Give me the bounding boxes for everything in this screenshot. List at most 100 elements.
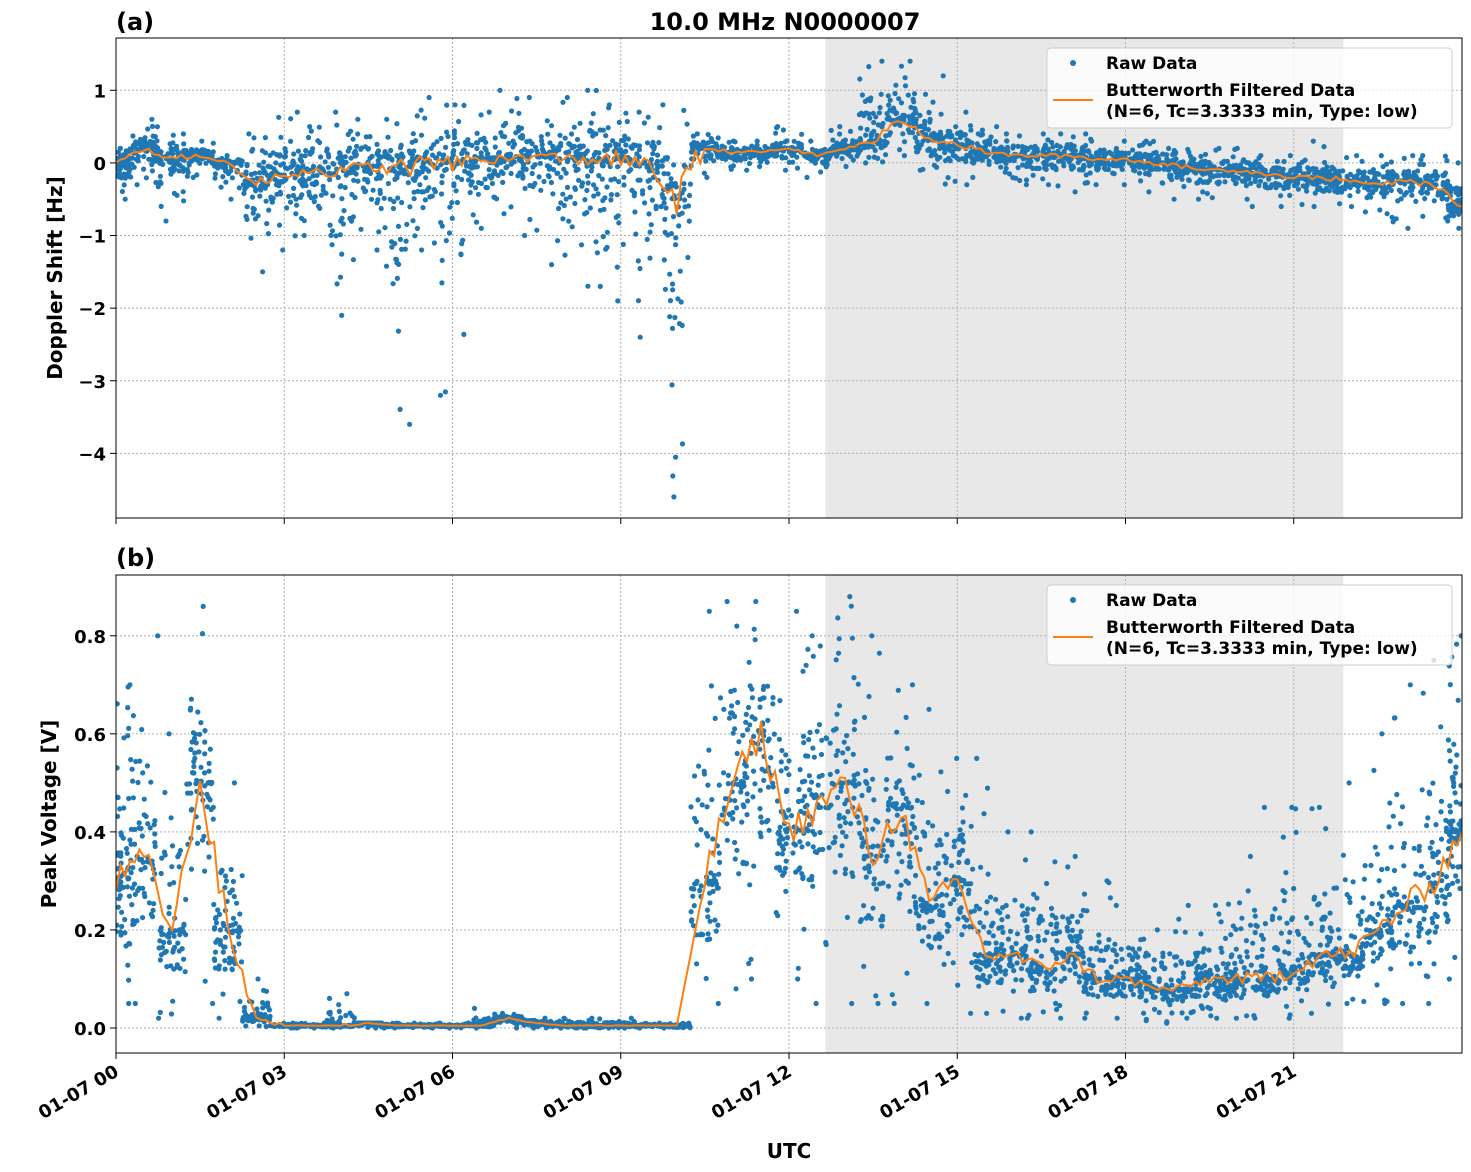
raw-data-point <box>329 242 335 248</box>
raw-data-point <box>308 195 314 201</box>
raw-data-point <box>231 893 237 900</box>
raw-data-point <box>584 148 591 154</box>
raw-data-point <box>232 920 239 927</box>
raw-data-point <box>572 185 578 191</box>
raw-data-point <box>1377 207 1383 213</box>
raw-data-point <box>157 173 163 179</box>
raw-data-point <box>525 148 531 155</box>
raw-data-point <box>320 187 326 193</box>
raw-data-point <box>116 174 122 180</box>
raw-data-point <box>140 885 146 891</box>
raw-data-point <box>653 203 659 209</box>
raw-data-point <box>288 116 294 122</box>
raw-data-point <box>199 631 206 637</box>
raw-data-point <box>415 188 421 194</box>
raw-data-point <box>1030 172 1036 178</box>
raw-data-point <box>584 187 590 193</box>
raw-data-point <box>258 183 264 189</box>
raw-data-point <box>661 257 667 263</box>
raw-data-point <box>582 197 588 203</box>
raw-data-point <box>254 1006 260 1012</box>
raw-data-point <box>243 1011 249 1018</box>
raw-data-point <box>623 110 629 116</box>
raw-data-point <box>603 142 609 148</box>
raw-data-point <box>629 187 635 193</box>
raw-data-point <box>221 923 227 929</box>
raw-data-point <box>440 153 446 159</box>
raw-data-point <box>839 155 845 162</box>
raw-data-point <box>143 175 149 181</box>
raw-data-point <box>1171 196 1177 202</box>
raw-data-point <box>1002 169 1008 175</box>
raw-data-point <box>156 148 162 154</box>
raw-data-point <box>604 229 611 235</box>
chart-title: 10.0 MHz N0000007 <box>650 8 921 36</box>
raw-data-point <box>1164 152 1170 158</box>
raw-data-point <box>258 1011 264 1017</box>
raw-data-point <box>672 180 678 187</box>
raw-data-point <box>202 728 208 734</box>
raw-data-point <box>561 166 567 172</box>
raw-data-point <box>676 321 683 327</box>
raw-data-point <box>168 963 174 969</box>
raw-data-point <box>175 161 182 167</box>
raw-data-point <box>189 739 195 745</box>
raw-data-point <box>180 168 186 174</box>
raw-data-point <box>573 167 579 174</box>
raw-data-point <box>556 147 562 153</box>
raw-data-point <box>342 184 348 191</box>
raw-data-point <box>969 140 975 146</box>
raw-data-point <box>1310 179 1316 185</box>
raw-data-point <box>119 188 125 195</box>
raw-data-point <box>905 127 912 133</box>
raw-data-point <box>128 870 134 876</box>
raw-data-point <box>137 758 143 764</box>
raw-data-point <box>791 138 797 144</box>
raw-data-point <box>121 182 127 188</box>
raw-data-point <box>322 159 328 165</box>
raw-data-point <box>931 162 938 168</box>
raw-data-point <box>1061 149 1067 155</box>
raw-data-point <box>485 1023 491 1030</box>
raw-data-point <box>671 162 677 168</box>
raw-data-point <box>218 184 224 190</box>
raw-data-point <box>458 252 464 258</box>
raw-data-point <box>563 196 569 202</box>
raw-data-point <box>355 131 361 137</box>
raw-data-point <box>663 205 669 211</box>
raw-data-point <box>704 174 710 180</box>
raw-data-point <box>393 256 399 263</box>
raw-data-point <box>843 163 849 170</box>
raw-data-point <box>1110 170 1116 176</box>
raw-data-point <box>1225 172 1231 178</box>
raw-data-point <box>602 195 608 201</box>
raw-data-point <box>1206 177 1213 183</box>
raw-data-point <box>492 1011 498 1017</box>
raw-data-point <box>337 274 344 280</box>
raw-data-point <box>461 102 467 108</box>
raw-data-point <box>623 148 629 154</box>
raw-data-point <box>1326 188 1332 194</box>
raw-data-point <box>1423 189 1430 195</box>
raw-data-point <box>188 158 194 164</box>
raw-data-point <box>686 218 692 224</box>
raw-data-point <box>1072 189 1078 195</box>
raw-data-point <box>284 205 290 211</box>
raw-data-point <box>670 473 676 479</box>
raw-data-point <box>1195 196 1202 202</box>
raw-data-point <box>200 603 206 610</box>
raw-data-point <box>942 149 948 156</box>
raw-data-point <box>926 110 932 116</box>
raw-data-point <box>237 998 243 1005</box>
raw-data-point <box>244 161 250 168</box>
raw-data-point <box>945 175 951 181</box>
raw-data-point <box>1216 180 1222 186</box>
raw-data-point <box>665 232 671 238</box>
raw-data-point <box>210 140 216 146</box>
raw-data-point <box>1344 155 1350 161</box>
raw-data-point <box>693 144 699 150</box>
raw-data-point <box>1141 165 1148 171</box>
raw-data-point <box>566 149 572 155</box>
raw-data-point <box>942 181 948 187</box>
raw-data-point <box>138 825 144 832</box>
